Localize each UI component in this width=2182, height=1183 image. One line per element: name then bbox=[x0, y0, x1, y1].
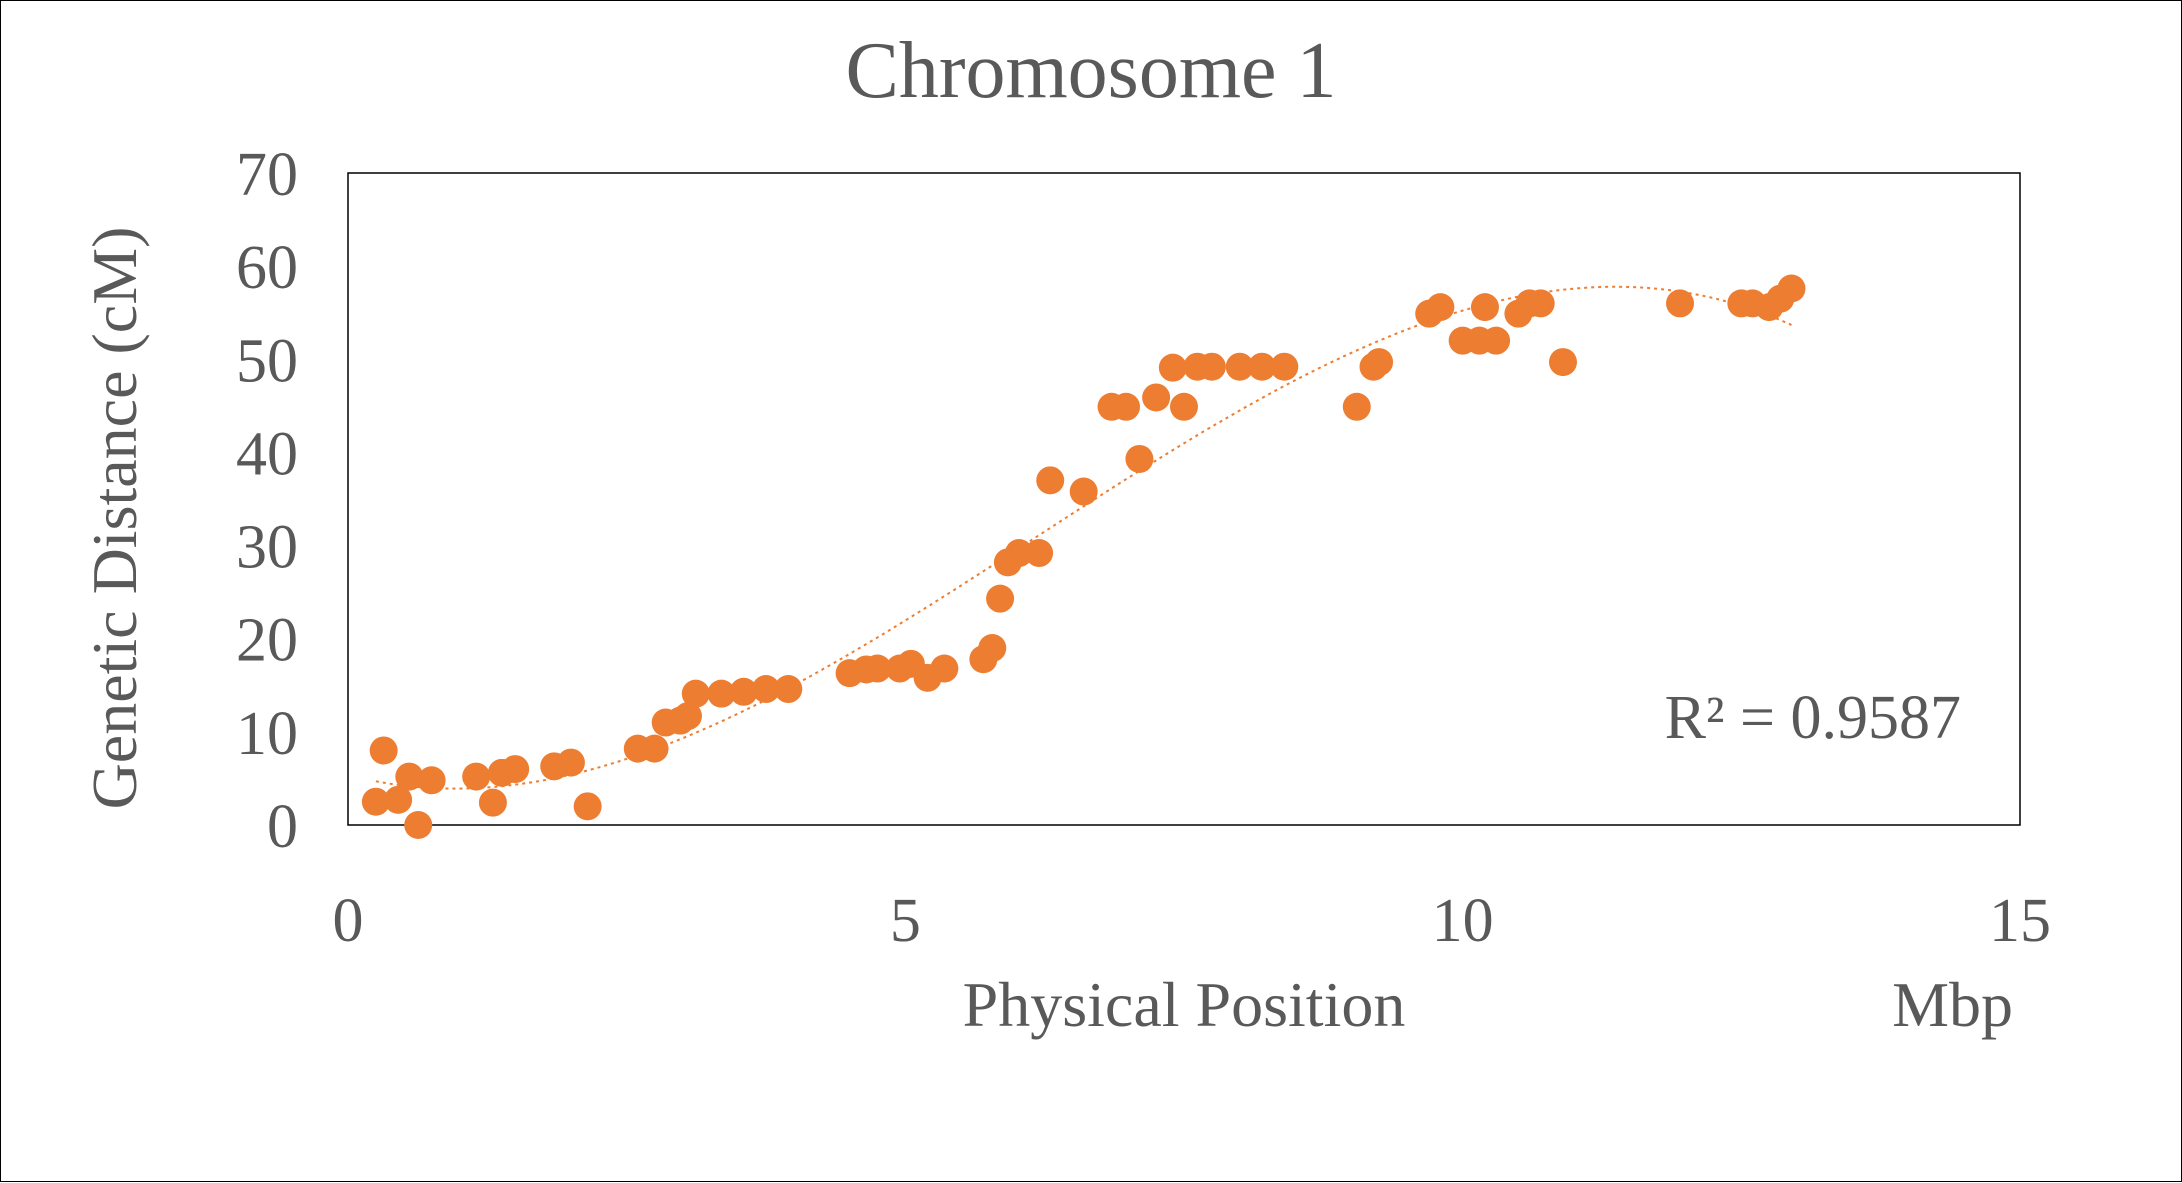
x-tick-label: 15 bbox=[1989, 887, 2051, 955]
x-tick-label: 10 bbox=[1432, 887, 1494, 955]
data-point bbox=[369, 736, 398, 765]
data-point bbox=[1666, 289, 1695, 318]
data-point bbox=[1036, 466, 1065, 495]
data-point bbox=[1112, 392, 1141, 421]
x-tick-label: 0 bbox=[333, 887, 364, 955]
data-point bbox=[1482, 326, 1511, 355]
y-tick-label: 20 bbox=[236, 607, 298, 675]
x-axis-unit-label: Mbp bbox=[1892, 969, 2013, 1040]
y-axis-label: Genetic Distance (cM) bbox=[79, 227, 150, 810]
data-point bbox=[384, 785, 413, 814]
data-point bbox=[478, 788, 507, 817]
data-point bbox=[681, 679, 710, 708]
data-point bbox=[986, 584, 1015, 613]
r-squared-label: R² = 0.9587 bbox=[1665, 684, 1961, 752]
data-point bbox=[1025, 539, 1054, 568]
data-point bbox=[556, 748, 585, 777]
x-tick-label: 5 bbox=[890, 887, 921, 955]
data-point bbox=[1142, 383, 1171, 412]
y-tick-label: 0 bbox=[267, 793, 298, 861]
data-point bbox=[1248, 352, 1277, 381]
data-point bbox=[1270, 352, 1299, 381]
y-tick-label: 40 bbox=[236, 420, 298, 488]
data-point bbox=[930, 654, 959, 683]
data-point bbox=[361, 787, 390, 816]
x-axis-label: Physical Position bbox=[963, 969, 1406, 1040]
data-point bbox=[573, 792, 602, 821]
y-tick-label: 70 bbox=[236, 141, 298, 209]
data-point bbox=[1526, 289, 1555, 318]
data-point bbox=[462, 762, 491, 791]
data-point bbox=[863, 654, 892, 683]
data-point bbox=[404, 811, 433, 839]
data-point bbox=[1170, 392, 1198, 421]
data-point bbox=[1005, 539, 1034, 568]
data-point bbox=[707, 679, 736, 708]
data-point bbox=[1069, 477, 1098, 506]
y-tick-label: 60 bbox=[236, 234, 298, 302]
data-point bbox=[1470, 293, 1499, 322]
data-point bbox=[640, 734, 669, 763]
data-point bbox=[729, 677, 758, 706]
y-axis-tick-labels: 0 10 20 30 40 50 60 70 bbox=[236, 141, 298, 861]
data-point bbox=[1426, 293, 1455, 322]
data-point bbox=[1197, 352, 1226, 381]
x-axis-tick-labels: 0 5 10 15 bbox=[333, 887, 2052, 955]
y-tick-label: 50 bbox=[236, 327, 298, 395]
data-point bbox=[774, 675, 803, 704]
trendline bbox=[375, 285, 1792, 790]
chart-title: Chromosome 1 bbox=[845, 27, 1336, 115]
y-tick-label: 10 bbox=[236, 700, 298, 768]
data-point bbox=[673, 702, 702, 731]
data-point bbox=[1365, 348, 1394, 377]
plot-area-border bbox=[347, 172, 2021, 826]
data-point bbox=[395, 762, 424, 791]
data-point bbox=[1548, 348, 1577, 377]
data-point bbox=[1125, 444, 1154, 473]
y-tick-label: 30 bbox=[236, 514, 298, 582]
data-point bbox=[1158, 353, 1187, 382]
data-points bbox=[361, 274, 1806, 839]
data-point bbox=[978, 634, 1007, 663]
data-point bbox=[1342, 392, 1371, 421]
data-point bbox=[417, 766, 446, 795]
data-point bbox=[1225, 352, 1254, 381]
data-point bbox=[501, 755, 530, 784]
data-point bbox=[1777, 274, 1806, 303]
